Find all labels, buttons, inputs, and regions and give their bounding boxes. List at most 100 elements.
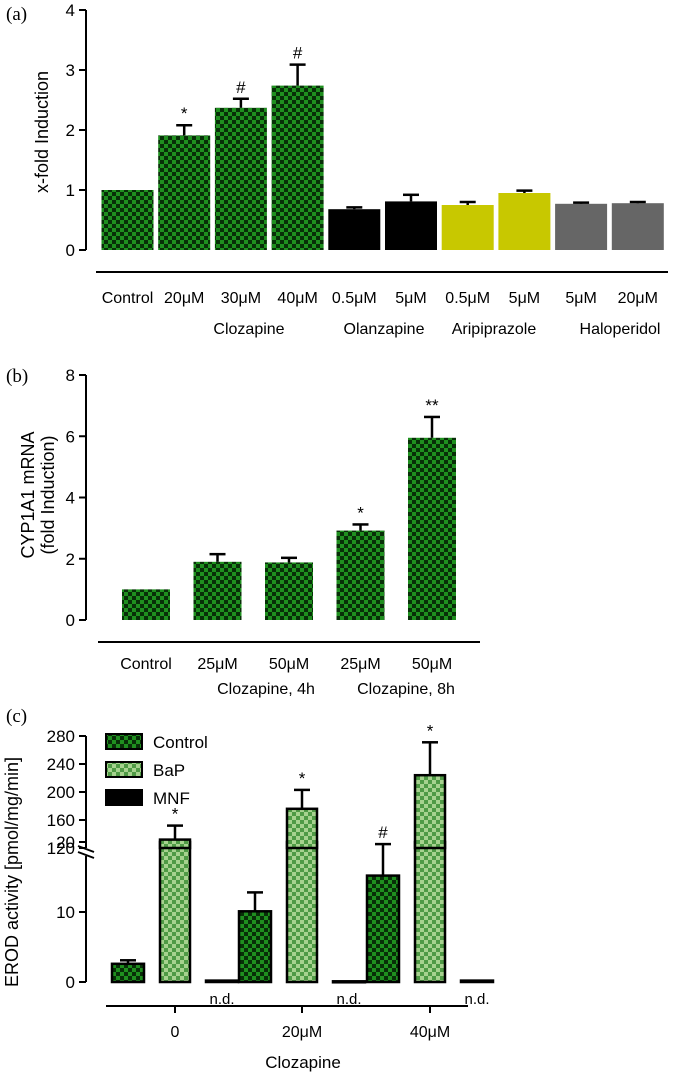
panel-a-label: (a) (6, 4, 27, 25)
panel-c-annotation: * (299, 769, 306, 788)
panel-a-group-olanzapine: Olanzapine (344, 321, 425, 338)
panel-b-y-tick-label: 0 (66, 611, 75, 630)
panel-c-bar-control (110, 962, 146, 984)
panel-b-x-tick-label: 50μM (412, 656, 452, 673)
panel-a-x-tick-label: Control (102, 290, 154, 307)
panel-b-bars: *** (122, 396, 456, 620)
panel-a-bar (611, 203, 664, 250)
panel-a-y-tick-label: 0 (66, 241, 75, 260)
panel-b-annotation: * (357, 503, 364, 522)
panel-b-y-tick-label: 8 (66, 366, 75, 385)
panel-a-x-tick-label: 5μM (395, 290, 426, 307)
panel-c-y-tick-label: 280 (47, 727, 75, 746)
panel-a-x-tick-label: 0.5μM (445, 290, 490, 307)
panel-a-bar (385, 201, 437, 250)
panel-c-y-tick-label: 120 (47, 839, 75, 858)
panel-c-y-tick-label: 10 (56, 903, 75, 922)
panel-c-bar-mnf (204, 979, 240, 984)
panel-a-group-aripiprazole: Aripiprazole (452, 321, 537, 338)
panel-a-y-axis: 0 1 2 3 4 (66, 1, 87, 260)
panel-c-y-tick-label: 240 (47, 755, 75, 774)
panel-b: (b) CYP1A1 mRNA (fold Induction) 0 2 4 6 8 *… (6, 366, 480, 698)
panel-c-bar-control (365, 874, 401, 984)
panel-b-bar (122, 589, 170, 620)
panel-b-y-tick-label: 6 (66, 427, 75, 446)
panel-c-bar-mnf (459, 979, 495, 984)
panel-c-annotation: * (172, 805, 179, 824)
panel-a-annotation: * (181, 104, 188, 123)
panel-c-y-axis: 120 160 200 240 280 0 10 20 (47, 727, 95, 992)
panel-b-y-axis: 0 2 4 6 8 (66, 366, 87, 630)
panel-c-bar-bap-upper-segment (158, 838, 192, 850)
panel-c-y-tick-label: 0 (66, 973, 75, 992)
panel-c-annotation: # (378, 823, 388, 842)
panel-a-x-labels: Control 20μM 30μM 40μM 0.5μM 5μM 0.5μM 5μM 5μM 20… (96, 271, 668, 307)
panel-a-bar (271, 85, 324, 250)
panel-a-y-tick-label: 2 (66, 121, 75, 140)
panel-c-annotation: * (427, 721, 434, 740)
panel-c-nd-label: n.d. (336, 991, 361, 1008)
panel-c-x-tick-label: 40μM (410, 1024, 450, 1041)
panel-b-label: (b) (6, 366, 28, 387)
panel-c-bar-bap-upper-segment (413, 773, 447, 850)
panel-a-x-tick-label: 5μM (565, 290, 596, 307)
panel-b-annotation: ** (425, 396, 439, 415)
panel-a-bar (328, 209, 381, 250)
legend-swatch-bap (105, 761, 143, 778)
panel-c-y-tick-label: 20 (56, 833, 75, 852)
panel-b-x-tick-label: 25μM (340, 656, 380, 673)
panel-c-legend: Control BaP MNF (105, 733, 208, 808)
panel-a-bar (498, 193, 551, 250)
panel-a-bars: * # # (101, 44, 664, 250)
panel-c-bar-bap-lower-segment (158, 840, 192, 984)
panel-a-group-haloperidol: Haloperidol (580, 321, 661, 338)
panel-c: (c) EROD activity [pmol/mg/min] 120 160 20… (2, 706, 495, 1072)
panel-c-label: (c) (6, 706, 27, 727)
panel-c-y-tick-label: 160 (47, 811, 75, 830)
panel-c-bar-bap-upper-segment (285, 807, 319, 850)
panel-b-x-labels: Control 25μM 50μM 25μM 50μM (98, 641, 480, 673)
panel-c-x-tick-label: 0 (171, 1024, 180, 1041)
panel-a-x-tick-label: 30μM (221, 290, 261, 307)
panel-a-x-tick-label: 20μM (618, 290, 658, 307)
panel-a-x-tick-label: 40μM (277, 290, 317, 307)
panel-b-x-tick-label: 50μM (269, 656, 309, 673)
panel-a-x-tick-label: 20μM (164, 290, 204, 307)
panel-b-y-tick-label: 2 (66, 550, 75, 569)
panel-b-y-tick-label: 4 (66, 489, 75, 508)
panel-c-bar-bap-lower-segment (285, 840, 319, 984)
panel-a-y-tick-label: 3 (66, 61, 75, 80)
panel-a-bar (441, 205, 494, 250)
panel-c-bar-bap-lower-segment (413, 840, 447, 984)
panel-c-y-tick-label: 200 (47, 783, 75, 802)
panel-c-x-tick-label: 20μM (282, 1024, 322, 1041)
panel-b-ylabel: CYP1A1 mRNA (18, 431, 38, 558)
panel-a-y-tick-label: 4 (66, 1, 75, 20)
panel-b-group-4h: Clozapine, 4h (217, 681, 315, 698)
panel-a-y-tick-label: 1 (66, 181, 75, 200)
panel-a-bar (101, 190, 154, 250)
panel-b-bar (408, 437, 456, 620)
panel-b-bar (193, 561, 242, 620)
panel-c-ylabel: EROD activity [pmol/mg/min] (2, 757, 22, 987)
panel-b-ylabel-2: (fold Induction) (38, 435, 58, 554)
panel-c-x-labels: 0 20μM 40μM (106, 1005, 468, 1041)
panel-c-nd-label: n.d. (209, 991, 234, 1008)
panel-b-x-tick-label: Control (120, 656, 172, 673)
panel-a: (a) x-fold Induction 0 1 2 3 4 * # # Control 20… (6, 1, 668, 338)
panel-c-nd-label: n.d. (464, 991, 489, 1008)
legend-label-bap: BaP (153, 761, 185, 780)
panel-a-annotation: # (293, 44, 303, 63)
panel-a-bar (214, 107, 267, 250)
panel-c-bar-mnf (331, 980, 367, 984)
panel-a-group-clozapine: Clozapine (213, 321, 284, 338)
panel-c-xlabel: Clozapine (265, 1053, 341, 1072)
panel-a-bar (158, 135, 211, 250)
panel-a-x-tick-label: 5μM (509, 290, 540, 307)
panel-a-annotation: # (236, 78, 246, 97)
panel-b-bar (265, 562, 313, 620)
legend-label-control: Control (153, 733, 208, 752)
panel-c-bar-control (237, 910, 273, 984)
panel-a-bar (555, 203, 608, 250)
